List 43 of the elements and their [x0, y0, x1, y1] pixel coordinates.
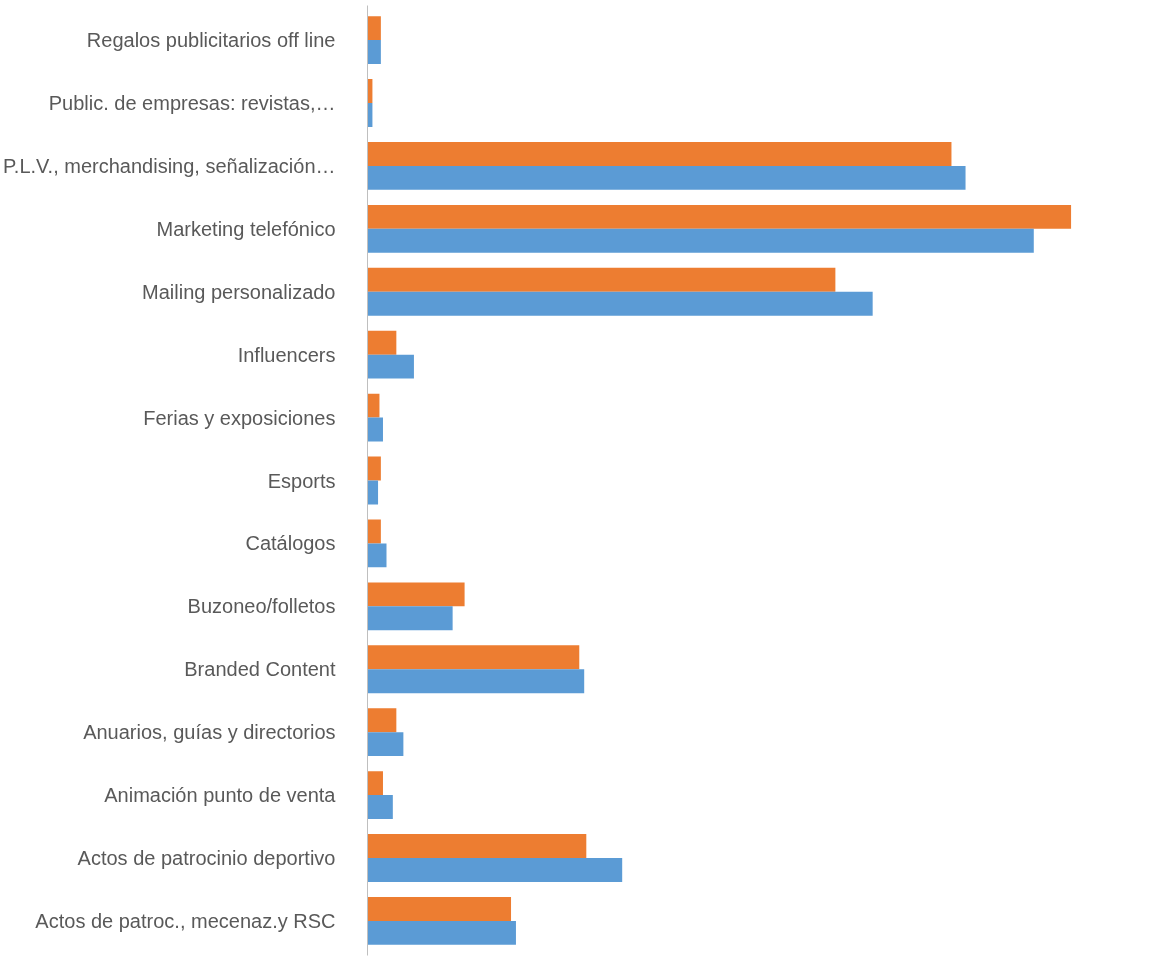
bar — [367, 417, 383, 442]
y-tick-label: Buzoneo/folletos — [187, 595, 336, 618]
bar — [367, 708, 397, 733]
y-tick-label: Influencers — [237, 343, 336, 366]
bar — [367, 204, 1072, 229]
y-tick-label: Catálogos — [245, 532, 336, 555]
bar — [367, 543, 387, 568]
bar — [367, 456, 381, 481]
bar — [367, 165, 966, 190]
y-tick-label: Mailing personalizado — [142, 280, 336, 303]
y-tick-label: Branded Content — [184, 658, 336, 681]
bar — [367, 40, 381, 65]
bar — [367, 857, 623, 882]
bar — [367, 771, 383, 796]
bar — [367, 732, 404, 757]
bar — [367, 354, 414, 379]
y-tick-label: P.L.V., merchandising, señalización… — [3, 154, 336, 177]
y-tick-label: Public. de empresas: revistas,… — [48, 92, 336, 115]
bar — [367, 393, 380, 418]
bar — [367, 582, 465, 607]
bar — [367, 267, 836, 292]
bar — [367, 228, 1034, 253]
bar — [367, 834, 587, 858]
y-tick-label: Anuarios, guías y directorios — [83, 721, 336, 744]
y-tick-label: Ferias y exposiciones — [143, 406, 336, 429]
bar — [367, 519, 381, 544]
y-tick-label: Actos de patrocinio deportivo — [77, 846, 336, 869]
y-tick-label: Esports — [267, 469, 336, 492]
y-tick-label: Animación punto de venta — [104, 784, 337, 807]
bar — [367, 142, 952, 166]
bar — [367, 920, 516, 945]
bar — [367, 291, 873, 316]
bar — [367, 896, 512, 921]
y-tick-label: Marketing telefónico — [156, 217, 336, 240]
bar — [367, 645, 580, 670]
bar — [367, 16, 381, 41]
bar — [367, 669, 585, 694]
bar — [367, 606, 453, 631]
bar — [367, 480, 379, 505]
bar — [367, 330, 397, 355]
y-tick-label: Regalos publicitarios off line — [86, 29, 336, 52]
bar — [367, 795, 393, 819]
y-tick-label: Actos de patroc., mecenaz.y RSC — [35, 909, 336, 932]
